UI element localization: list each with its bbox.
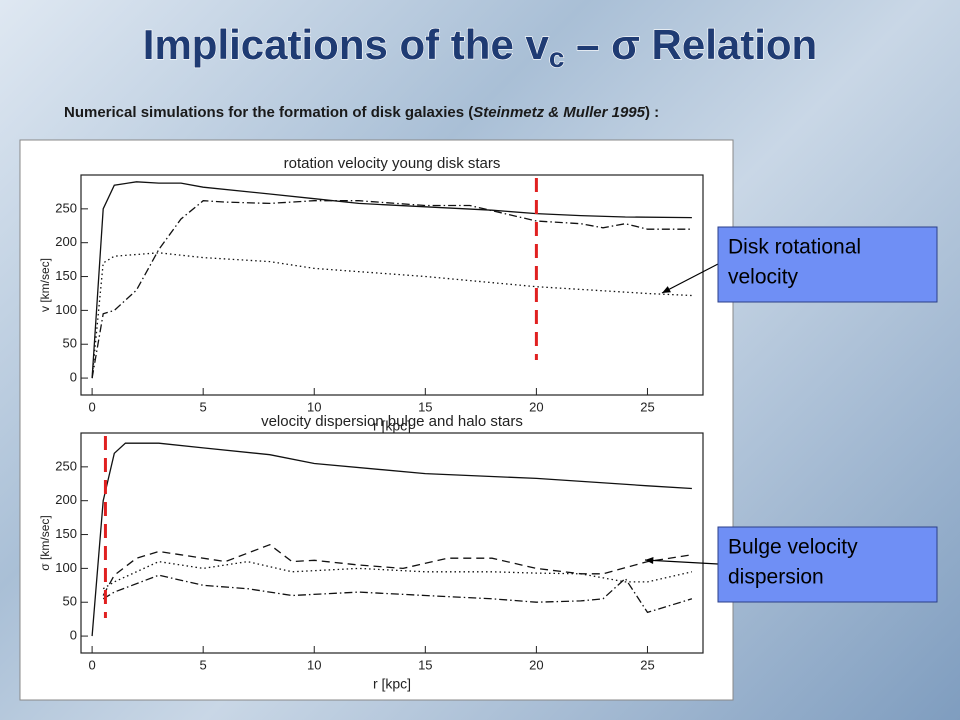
chart-title: velocity dispersion bulge and halo stars <box>261 413 523 430</box>
bullet-text: Numerical simulations for the formation … <box>64 104 659 121</box>
data-line <box>91 442 692 637</box>
data-line <box>102 560 693 590</box>
y-tick-label: 150 <box>55 526 77 541</box>
x-tick-label: 0 <box>88 399 95 414</box>
y-tick-label: 250 <box>55 200 77 215</box>
x-tick-label: 15 <box>418 399 432 414</box>
title-rest: – σ Relation <box>564 21 817 68</box>
y-tick-label: 50 <box>63 336 77 351</box>
y-tick-label: 200 <box>55 492 77 507</box>
callout-arrow <box>644 559 719 565</box>
bullet-before: Numerical simulations for the formation … <box>64 104 473 121</box>
y-tick-label: 200 <box>55 234 77 249</box>
x-tick-label: 20 <box>529 657 543 672</box>
x-tick-label: 0 <box>88 657 95 672</box>
title-main: Implications of the v <box>143 21 550 68</box>
x-tick-label: 10 <box>307 399 321 414</box>
x-tick-label: 5 <box>200 399 207 414</box>
bullet-italic: Steinmetz & Muller 1995 <box>473 104 645 121</box>
callout-arrowhead <box>645 556 654 564</box>
y-axis-label: σ [km/sec] <box>38 515 52 570</box>
callout-text: dispersion <box>728 566 824 589</box>
title-subscript: c <box>549 42 565 73</box>
y-tick-label: 100 <box>55 560 77 575</box>
callout-arrow <box>661 263 719 294</box>
callout-box <box>717 526 938 603</box>
plot-frame <box>80 432 704 654</box>
chart-title: rotation velocity young disk stars <box>284 155 501 172</box>
data-line <box>91 181 692 379</box>
figure-panel <box>19 139 734 701</box>
callout-text: velocity <box>728 266 799 289</box>
callout-box <box>717 226 938 303</box>
y-tick-label: 50 <box>63 594 77 609</box>
y-tick-label: 100 <box>55 302 77 317</box>
y-tick-label: 150 <box>55 268 77 283</box>
data-line <box>102 574 693 614</box>
x-axis-label: r [kpc] <box>373 676 411 692</box>
x-tick-label: 25 <box>640 399 654 414</box>
callout-text: Disk rotational <box>728 236 861 259</box>
y-tick-label: 250 <box>55 458 77 473</box>
y-tick-label: 0 <box>70 628 77 643</box>
data-line <box>102 543 692 596</box>
x-tick-label: 5 <box>200 657 207 672</box>
x-tick-label: 20 <box>529 399 543 414</box>
callout-text: Bulge velocity <box>728 536 858 559</box>
x-tick-label: 15 <box>418 657 432 672</box>
callout-arrowhead <box>662 286 671 293</box>
slide-title: Implications of the vc – σ Relation <box>143 21 817 73</box>
data-line <box>91 200 692 379</box>
bullet-after: ) : <box>645 104 659 121</box>
y-axis-label: v [km/sec] <box>38 258 52 312</box>
x-tick-label: 25 <box>640 657 654 672</box>
plot-frame <box>80 174 704 396</box>
data-line <box>91 252 692 379</box>
x-tick-label: 10 <box>307 657 321 672</box>
y-tick-label: 0 <box>70 370 77 385</box>
x-axis-label: r [kpc] <box>373 418 411 434</box>
